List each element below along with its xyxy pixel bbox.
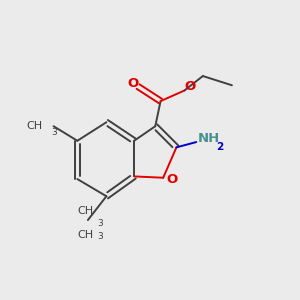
Text: CH: CH xyxy=(26,121,42,131)
Text: 2: 2 xyxy=(216,142,223,152)
Text: CH: CH xyxy=(77,230,93,239)
Text: 3: 3 xyxy=(52,128,57,137)
Text: O: O xyxy=(127,76,138,89)
Text: 3: 3 xyxy=(97,219,103,228)
Text: NH: NH xyxy=(198,132,220,145)
Text: O: O xyxy=(166,173,177,186)
Text: 3: 3 xyxy=(97,232,103,241)
Text: O: O xyxy=(185,80,196,94)
Text: CH: CH xyxy=(77,206,93,216)
